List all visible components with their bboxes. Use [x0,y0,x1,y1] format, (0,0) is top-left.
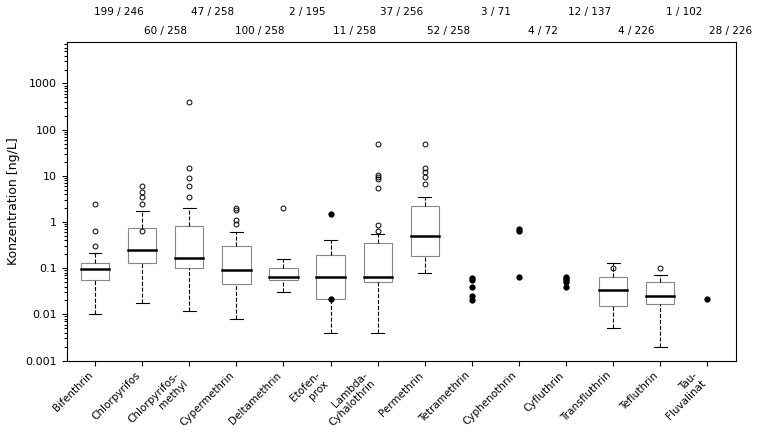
Bar [363,243,392,282]
Bar [128,228,157,263]
Bar [269,268,298,280]
Text: 52 / 258: 52 / 258 [427,26,470,37]
Bar [222,246,251,284]
Bar [81,263,109,280]
Text: 100 / 258: 100 / 258 [235,26,285,37]
Bar [175,227,204,268]
Text: 4 / 72: 4 / 72 [527,26,558,37]
Text: 11 / 258: 11 / 258 [333,26,375,37]
Text: 3 / 71: 3 / 71 [480,7,511,17]
Text: 12 / 137: 12 / 137 [568,7,611,17]
Text: 2 / 195: 2 / 195 [289,7,325,17]
Y-axis label: Konzentration [ng/L]: Konzentration [ng/L] [7,137,20,265]
Text: 199 / 246: 199 / 246 [93,7,144,17]
Bar [599,277,627,306]
Text: 4 / 226: 4 / 226 [619,26,655,37]
Text: 37 / 256: 37 / 256 [380,7,423,17]
Text: 60 / 258: 60 / 258 [144,26,187,37]
Text: 47 / 258: 47 / 258 [192,7,234,17]
Text: 1 / 102: 1 / 102 [666,7,702,17]
Bar [646,282,674,304]
Bar [410,206,439,257]
Bar [316,255,345,298]
Text: 28 / 226: 28 / 226 [709,26,752,37]
